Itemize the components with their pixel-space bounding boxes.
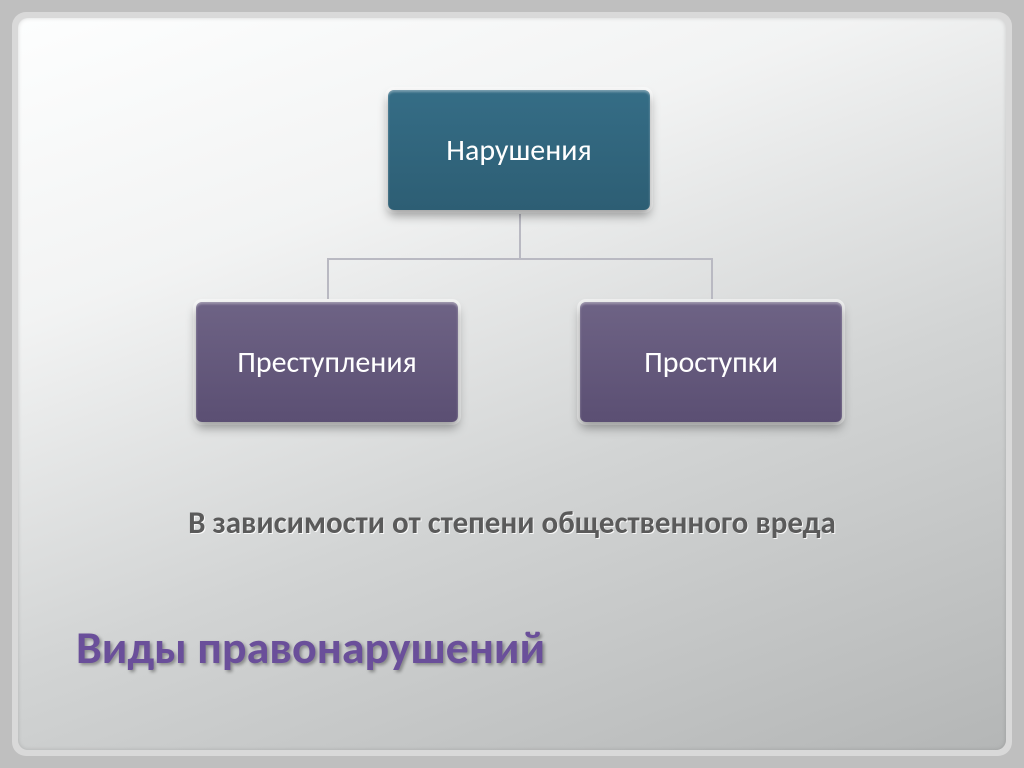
tree-root-label: Нарушения <box>446 132 591 169</box>
slide-subtitle: В зависимости от степени общественного в… <box>18 504 1006 542</box>
slide-title: Виды правонарушений <box>76 620 545 676</box>
tree-left-label: Преступления <box>237 344 417 381</box>
slide-subtitle-text: В зависимости от степени общественного в… <box>188 504 836 542</box>
tree-right-label: Проступки <box>644 344 778 381</box>
slide-title-text: Виды правонарушений <box>76 620 545 676</box>
slide-panel: Нарушения Преступления Проступки В завис… <box>18 18 1006 750</box>
tree-root-node: Нарушения <box>388 90 650 210</box>
outer-frame: Нарушения Преступления Проступки В завис… <box>12 12 1012 756</box>
tree-right-node: Проступки <box>580 302 842 422</box>
tree-left-node: Преступления <box>196 302 458 422</box>
